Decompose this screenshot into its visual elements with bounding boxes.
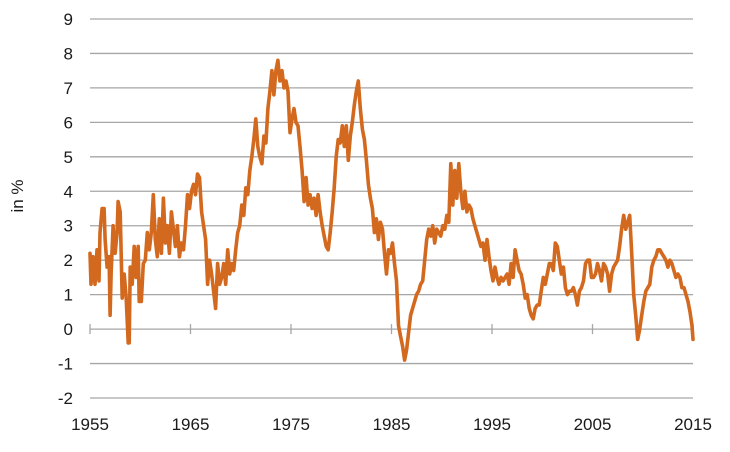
x-tick-label: 1955 <box>71 415 109 434</box>
x-tick-label: 2015 <box>674 415 712 434</box>
x-axis <box>89 324 694 335</box>
x-tick-label: 1985 <box>373 415 411 434</box>
y-tick-label: 7 <box>64 79 73 98</box>
x-tick-label: 1995 <box>473 415 511 434</box>
x-tick-labels: 1955 1965 1975 1985 1995 2005 2015 <box>71 415 712 434</box>
gridlines <box>90 18 693 399</box>
x-tick-label: 1965 <box>172 415 210 434</box>
y-axis-title: in % <box>8 179 27 212</box>
x-tick-label: 2005 <box>574 415 612 434</box>
y-tick-label: 9 <box>64 10 73 29</box>
series-line-0 <box>88 58 695 362</box>
y-tick-label: 2 <box>64 251 73 270</box>
y-tick-label: 1 <box>64 286 73 305</box>
y-tick-labels: -2 -1 0 1 2 3 4 5 6 7 8 9 <box>58 10 73 408</box>
x-tick-label: 1975 <box>272 415 310 434</box>
y-tick-label: 6 <box>64 113 73 132</box>
y-tick-label: -2 <box>58 389 73 408</box>
y-tick-label: 8 <box>64 44 73 63</box>
y-tick-label: -1 <box>58 355 73 374</box>
y-tick-label: 4 <box>64 182 73 201</box>
y-tick-label: 5 <box>64 148 73 167</box>
y-tick-label: 3 <box>64 217 73 236</box>
y-tick-label: 0 <box>64 320 73 339</box>
series-layer <box>88 58 695 362</box>
